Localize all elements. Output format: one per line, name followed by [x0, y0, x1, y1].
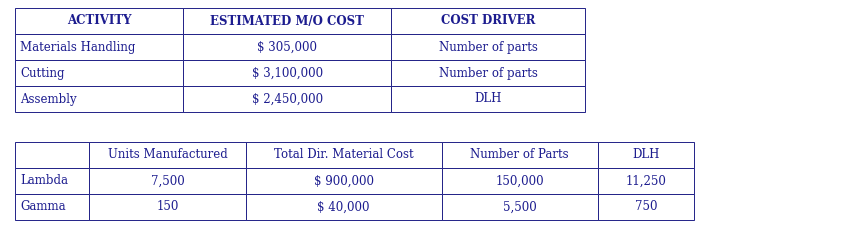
Text: $ 40,000: $ 40,000 [318, 200, 370, 213]
Bar [598, 168, 694, 194]
Text: ESTIMATED M/O COST: ESTIMATED M/O COST [211, 15, 364, 28]
Text: Assembly: Assembly [20, 93, 77, 105]
Text: ACTIVITY: ACTIVITY [67, 15, 131, 28]
Text: Units Manufactured: Units Manufactured [108, 149, 228, 162]
Bar [598, 142, 694, 168]
Text: Cutting: Cutting [20, 66, 64, 79]
Text: Total Dir. Material Cost: Total Dir. Material Cost [274, 149, 413, 162]
Text: Number of parts: Number of parts [438, 66, 538, 79]
Text: 150: 150 [157, 200, 179, 213]
Bar [15, 60, 183, 86]
Bar [15, 194, 89, 220]
Bar [183, 60, 391, 86]
Bar [391, 8, 585, 34]
Text: 5,500: 5,500 [503, 200, 537, 213]
Bar [391, 86, 585, 112]
Bar [246, 194, 442, 220]
Bar [183, 34, 391, 60]
Bar [15, 34, 183, 60]
Bar [442, 142, 598, 168]
Text: 11,250: 11,250 [626, 174, 667, 188]
Bar [246, 142, 442, 168]
Text: $ 305,000: $ 305,000 [257, 40, 318, 54]
Text: Number of parts: Number of parts [438, 40, 538, 54]
Bar [183, 8, 391, 34]
Bar [246, 168, 442, 194]
Text: Lambda: Lambda [20, 174, 68, 188]
Text: $ 900,000: $ 900,000 [313, 174, 373, 188]
Bar [15, 86, 183, 112]
Bar [391, 34, 585, 60]
Text: Materials Handling: Materials Handling [20, 40, 135, 54]
Bar [442, 168, 598, 194]
Text: 7,500: 7,500 [151, 174, 184, 188]
Bar [15, 8, 183, 34]
Bar [15, 142, 89, 168]
Bar [15, 168, 89, 194]
Bar [598, 194, 694, 220]
Text: COST DRIVER: COST DRIVER [441, 15, 535, 28]
Bar [391, 60, 585, 86]
Text: $ 2,450,000: $ 2,450,000 [252, 93, 323, 105]
Bar [442, 194, 598, 220]
Text: $ 3,100,000: $ 3,100,000 [252, 66, 323, 79]
Text: Gamma: Gamma [20, 200, 66, 213]
Bar [89, 168, 246, 194]
Text: 750: 750 [635, 200, 657, 213]
Text: DLH: DLH [474, 93, 502, 105]
Bar [89, 142, 246, 168]
Text: DLH: DLH [633, 149, 660, 162]
Text: Number of Parts: Number of Parts [471, 149, 569, 162]
Bar [89, 194, 246, 220]
Text: 150,000: 150,000 [496, 174, 544, 188]
Bar [183, 86, 391, 112]
